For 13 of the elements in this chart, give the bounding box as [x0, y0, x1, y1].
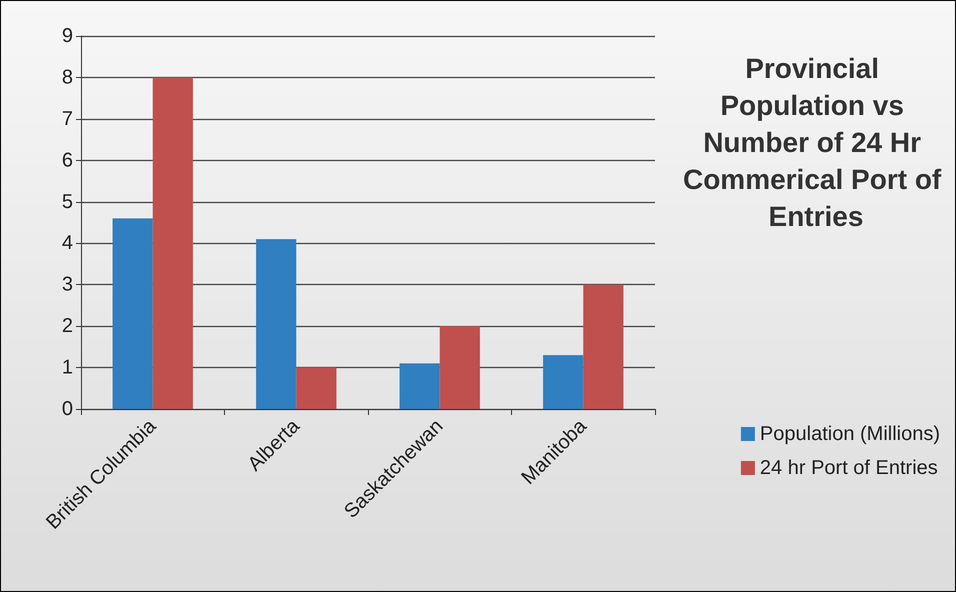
y-tick-label: 5 — [62, 190, 73, 213]
y-tick-label: 0 — [62, 398, 73, 420]
legend-label: Population (Millions) — [760, 423, 940, 445]
y-tick-label: 1 — [62, 356, 73, 379]
y-tick-label: 6 — [62, 149, 73, 172]
y-tick-label: 3 — [62, 274, 73, 296]
y-tick-label: 9 — [62, 25, 73, 47]
y-tick-label: 2 — [62, 315, 73, 338]
y-tick-label: 7 — [62, 108, 73, 130]
text: Provincial Population vs Number of 24 Hr Commerical Port of Entries — [682, 53, 950, 232]
y-tick-label: 4 — [62, 232, 73, 254]
y-tick-label: 8 — [62, 66, 73, 88]
legend-label: 24 hr Port of Entries — [760, 457, 938, 479]
